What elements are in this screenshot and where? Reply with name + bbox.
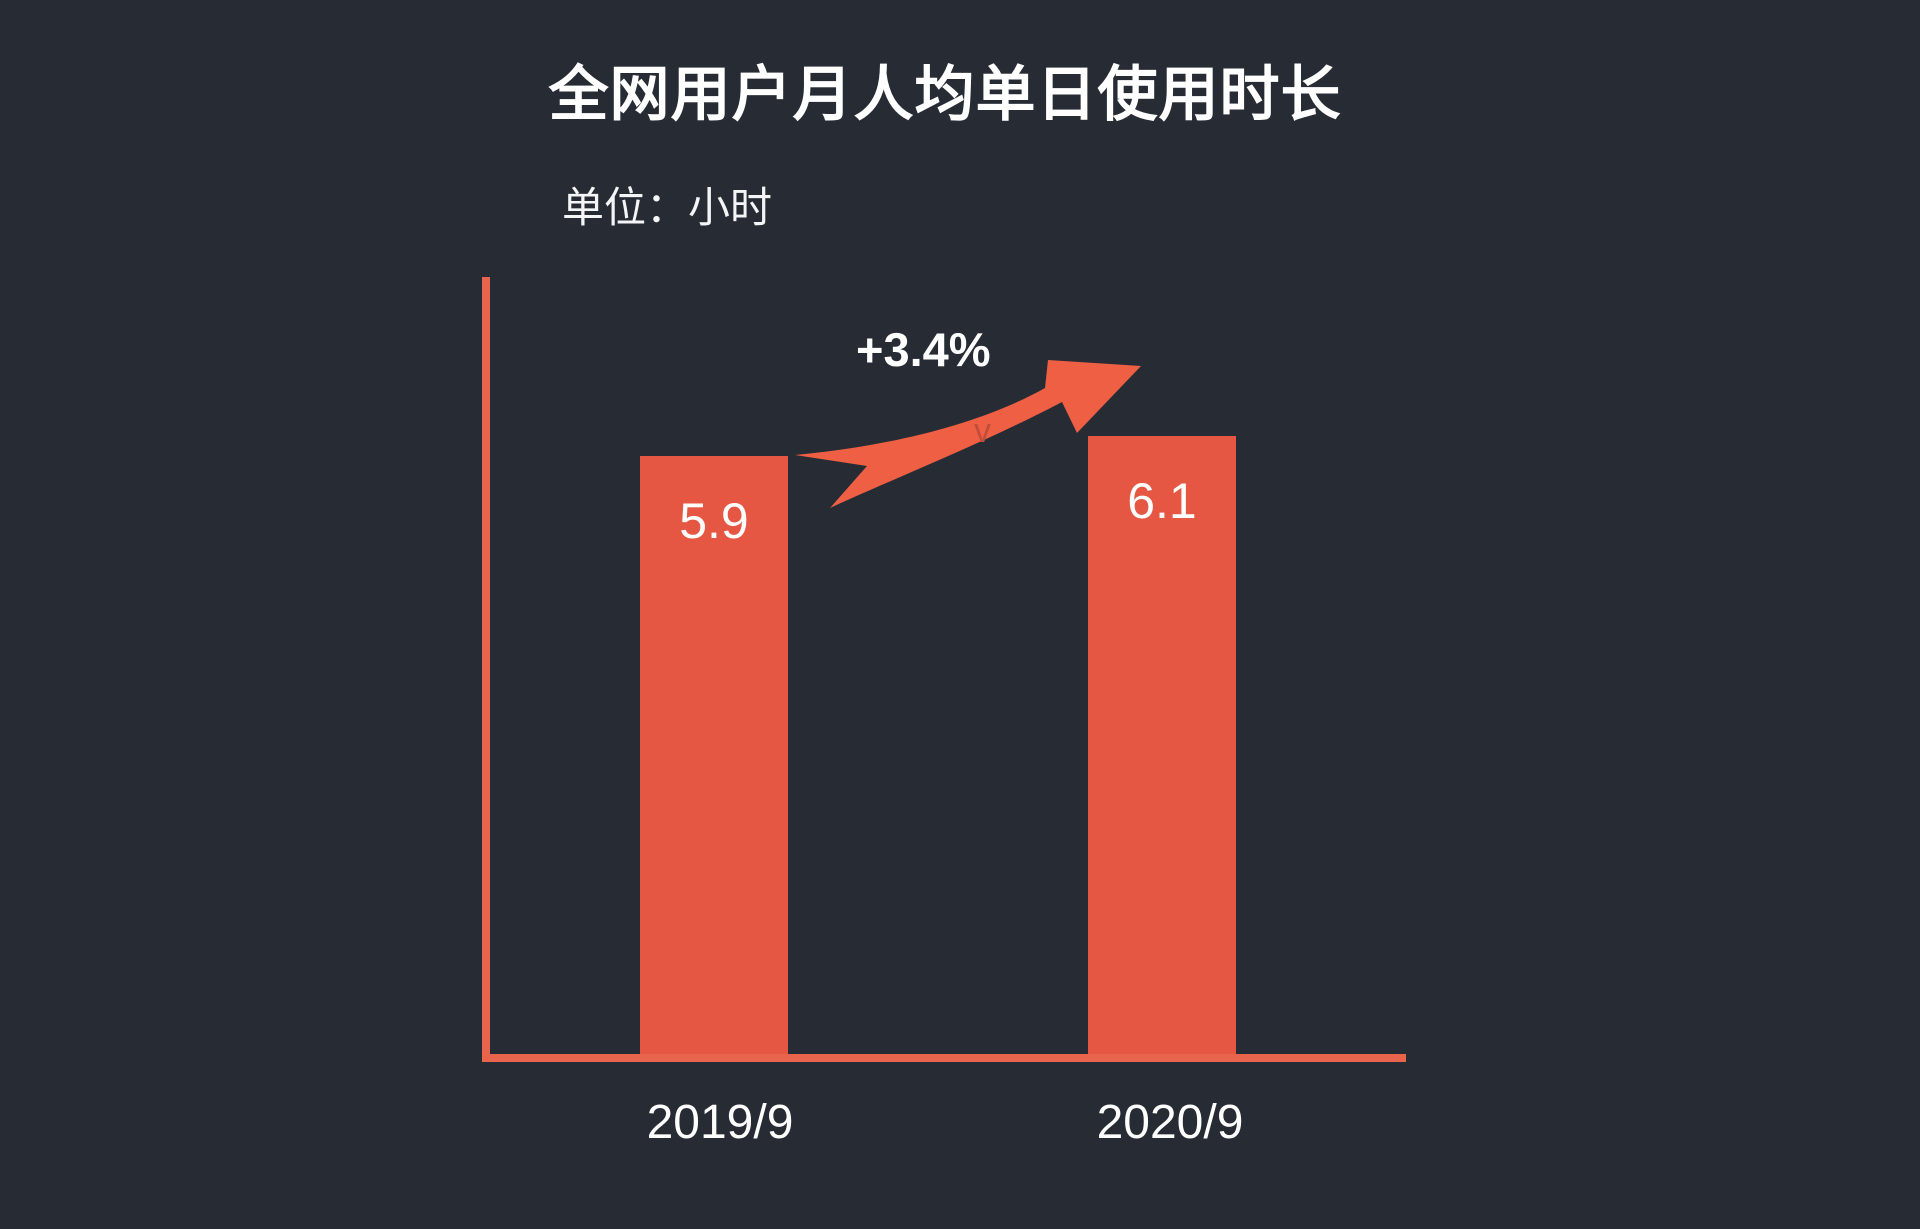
x-tick-label-2020: 2020/9 [1096, 1096, 1244, 1149]
y-axis-line [482, 277, 490, 1054]
x-tick-label-2019: 2019/9 [646, 1096, 794, 1149]
bar-2020-9: 6.1 [1088, 436, 1236, 1062]
chart-unit-label: 单位：小时 [562, 184, 773, 231]
bar-value-label-2020: 6.1 [1127, 473, 1197, 529]
watermark-v: v [974, 412, 991, 450]
bar-2019-9: 5.9 [640, 456, 788, 1062]
bar-value-label-2019: 5.9 [679, 493, 749, 549]
growth-percent-label: +3.4% [856, 323, 991, 376]
x-axis-line [482, 1054, 1406, 1062]
chart-title: 全网用户月人均单日使用时长 [548, 61, 1342, 128]
